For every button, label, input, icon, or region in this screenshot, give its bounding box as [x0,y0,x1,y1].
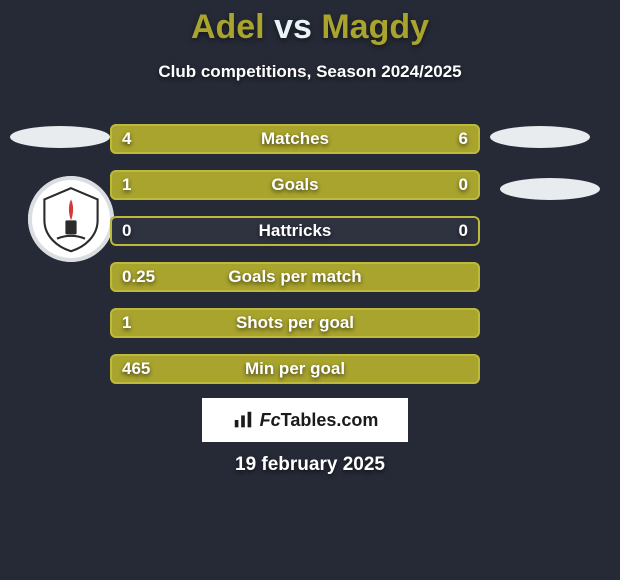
stat-value-left: 0 [122,216,131,246]
stat-value-right: 0 [459,216,468,246]
date-text: 19 february 2025 [0,454,620,476]
player1-club-badge [28,176,114,262]
player1-placeholder-ellipse [10,126,110,148]
page-title: Adel vs Magdy [0,8,620,47]
stat-bar-left [110,124,258,154]
stat-bar-left [110,308,480,338]
brand-rest: Tables.com [281,410,379,430]
club-crest-icon [36,184,106,254]
comparison-canvas: Adel vs Magdy Club competitions, Season … [0,0,620,580]
brand-prefix: Fc [260,410,281,430]
stat-row-hattricks: Hattricks0 0 [110,216,480,246]
stat-row-matches: Matches46 [110,124,480,154]
stat-bar-right [258,124,480,154]
stat-bar-outline [110,216,480,246]
fctables-badge[interactable]: FcTables.com [202,398,408,442]
player1-name: Adel [191,8,265,46]
subtitle: Club competitions, Season 2024/2025 [0,62,620,82]
stat-bar-right [399,170,480,200]
player2-placeholder-ellipse [490,126,590,148]
stat-label: Hattricks [110,216,480,246]
stat-row-goals-per-match: Goals per match0.25 [110,262,480,292]
player2-club-placeholder-ellipse [500,178,600,200]
vs-text: vs [274,8,312,46]
chart-icon [232,409,254,431]
stat-bar-left [110,262,480,292]
stat-row-goals: Goals10 [110,170,480,200]
player2-name: Magdy [321,8,429,46]
stat-row-min-per-goal: Min per goal465 [110,354,480,384]
stat-bar-left [110,170,399,200]
stat-bar-left [110,354,480,384]
stat-row-shots-per-goal: Shots per goal1 [110,308,480,338]
